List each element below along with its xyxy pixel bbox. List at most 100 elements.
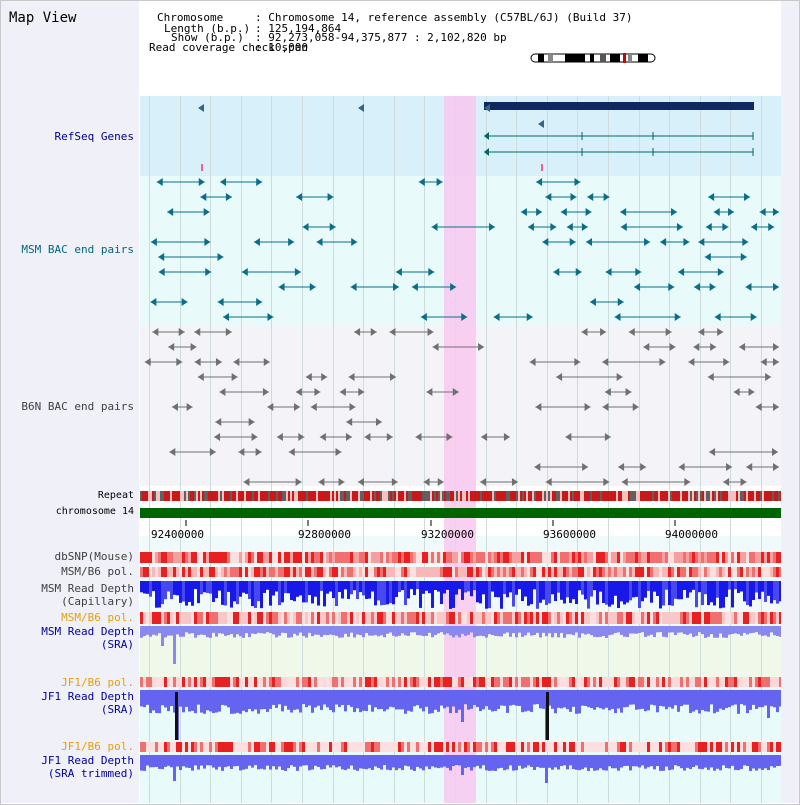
- jf1-b6-pol2-bar: [434, 742, 437, 752]
- jf1-sra-depth-bar: [386, 690, 389, 710]
- jf1-b6-pol2-bar: [767, 742, 770, 752]
- track-label-msm-bac[interactable]: MSM BAC end pairs: [21, 243, 134, 256]
- repeat-bar: [220, 491, 222, 501]
- track-label-dbsnp[interactable]: dbSNP(Mouse): [54, 550, 134, 563]
- track-label-msm-depth-sra-2[interactable]: (SRA): [100, 638, 134, 651]
- repeat-bar: [698, 491, 700, 501]
- msm-capillary-depth-bar: [422, 581, 425, 594]
- jf1-b6-pol2-bar: [722, 742, 725, 752]
- track-label-msm-b6-pol-2[interactable]: MSM/B6 pol.: [61, 611, 134, 624]
- msm-capillary-depth-bar: [644, 581, 647, 598]
- msm-b6-pol-bar: [542, 567, 545, 577]
- msm-b6-pol-bar: [764, 567, 767, 577]
- track-label-msm-depth-capillary-1[interactable]: MSM Read Depth: [41, 582, 134, 595]
- jf1-b6-pol-bar: [152, 677, 155, 687]
- b6n-bac-pair-arrow: [194, 328, 201, 336]
- track-canvas[interactable]: [140, 96, 781, 803]
- jf1-sra-depth-bar: [224, 690, 227, 706]
- track-label-jf1-b6-pol-2[interactable]: JF1/B6 pol.: [61, 740, 134, 753]
- jf1-b6-pol-bar: [470, 677, 473, 687]
- msm-sra-depth-bar: [683, 626, 686, 635]
- track-label-msm-depth-sra-1[interactable]: MSM Read Depth: [41, 625, 134, 638]
- track-label-msm-b6-pol[interactable]: MSM/B6 pol.: [61, 565, 134, 578]
- msm-capillary-depth-bar: [731, 581, 734, 608]
- track-label-jf1-depth-sra-2[interactable]: (SRA): [100, 703, 134, 716]
- track-label-b6n-bac[interactable]: B6N BAC end pairs: [21, 400, 134, 413]
- dbsnp-bar: [761, 552, 764, 563]
- msm-sra-depth-bar: [326, 626, 329, 636]
- dbsnp-bar: [737, 552, 740, 563]
- repeat-bar: [522, 491, 524, 501]
- msm-capillary-depth-bar: [605, 581, 608, 605]
- msm-capillary-depth-bar: [392, 581, 395, 605]
- msm-capillary-depth-bar: [752, 581, 755, 600]
- track-label-refseq[interactable]: RefSeq Genes: [54, 130, 134, 143]
- jf1-b6-pol-bar: [683, 677, 686, 687]
- msm-b6-pol-bar: [242, 567, 245, 577]
- jf1-trimmed-depth-bar: [749, 755, 752, 771]
- track-label-msm-depth-capillary-2[interactable]: (Capillary): [61, 595, 134, 608]
- b6n-bac-pair-arrow: [263, 358, 270, 366]
- repeat-bar: [762, 491, 764, 501]
- msm-capillary-depth-bar: [701, 581, 704, 606]
- msm-bac-pair-arrow: [223, 313, 230, 321]
- jf1-sra-depth-bar: [446, 690, 449, 707]
- track-label-jf1-depth-trim-1[interactable]: JF1 Read Depth: [41, 754, 134, 767]
- msm-sra-depth-bar: [698, 626, 701, 633]
- msm-b6-pol-bar: [734, 567, 737, 577]
- jf1-b6-pol2-bar: [731, 742, 734, 752]
- jf1-sra-depth-bar: [209, 690, 212, 712]
- track-label-jf1-depth-trim-2[interactable]: (SRA trimmed): [47, 767, 134, 780]
- msm-sra-depth-bar: [692, 626, 695, 637]
- msm-b6-pol-bar: [632, 567, 635, 577]
- repeat-bar: [724, 491, 726, 501]
- jf1-sra-depth-bar: [143, 690, 146, 708]
- jf1-b6-pol-bar: [461, 677, 464, 687]
- msm-b6-pol-bar: [221, 567, 224, 577]
- repeat-bar: [694, 491, 696, 501]
- jf1-trimmed-depth-bar: [605, 755, 608, 771]
- msm-bac-pair-arrow: [620, 223, 627, 231]
- dbsnp-bar: [626, 552, 629, 563]
- track-label-jf1-depth-sra-1[interactable]: JF1 Read Depth: [41, 690, 134, 703]
- dbsnp-bar: [434, 552, 437, 563]
- chromosome-ideogram[interactable]: [530, 53, 656, 63]
- dbsnp-bar: [452, 552, 455, 563]
- jf1-b6-pol-bar: [761, 677, 764, 687]
- jf1-trimmed-depth-bar: [569, 755, 572, 766]
- dbsnp-bar: [494, 552, 497, 563]
- jf1-sra-depth-bar: [605, 690, 608, 708]
- b6n-bac-pair-arrow: [426, 388, 433, 396]
- msm-sra-depth-bar: [224, 626, 227, 636]
- b6n-bac-pair-arrow: [693, 343, 700, 351]
- msm-b6-pol-bar: [500, 567, 503, 577]
- repeat-bar: [676, 491, 678, 501]
- msm-capillary-depth-bar: [563, 581, 566, 604]
- jf1-b6-pol2-bar: [140, 742, 143, 752]
- track-label-jf1-b6-pol[interactable]: JF1/B6 pol.: [61, 676, 134, 689]
- jf1-b6-pol-bar: [167, 677, 170, 687]
- jf1-trimmed-depth-bar: [692, 755, 695, 768]
- msm-b6-pol2-bar: [722, 612, 725, 624]
- dbsnp-bar: [518, 552, 521, 563]
- msm-b6-pol-bar: [650, 567, 653, 577]
- b6n-bac-pair-arrow: [194, 358, 201, 366]
- msm-capillary-depth-bar: [764, 581, 767, 602]
- msm-sra-depth-bar: [266, 626, 269, 633]
- jf1-sra-depth-bar: [719, 690, 722, 709]
- msm-capillary-depth-bar: [749, 581, 752, 607]
- dbsnp-bar: [446, 552, 449, 563]
- dbsnp-bar: [533, 552, 536, 563]
- repeat-bar: [182, 491, 184, 501]
- dbsnp-bar: [545, 552, 548, 563]
- jf1-b6-pol2-bar: [575, 742, 578, 752]
- msm-b6-pol2-bar: [482, 612, 485, 624]
- msm-capillary-depth-bar: [164, 581, 167, 600]
- jf1-b6-pol-bar: [545, 677, 548, 687]
- msm-b6-pol-bar: [245, 567, 248, 577]
- jf1-trimmed-depth-bar: [179, 755, 182, 771]
- repeat-bar: [324, 491, 326, 501]
- jf1-b6-pol-bar: [299, 677, 302, 687]
- jf1-b6-pol-bar: [209, 677, 212, 687]
- jf1-sra-depth-bar: [590, 690, 593, 709]
